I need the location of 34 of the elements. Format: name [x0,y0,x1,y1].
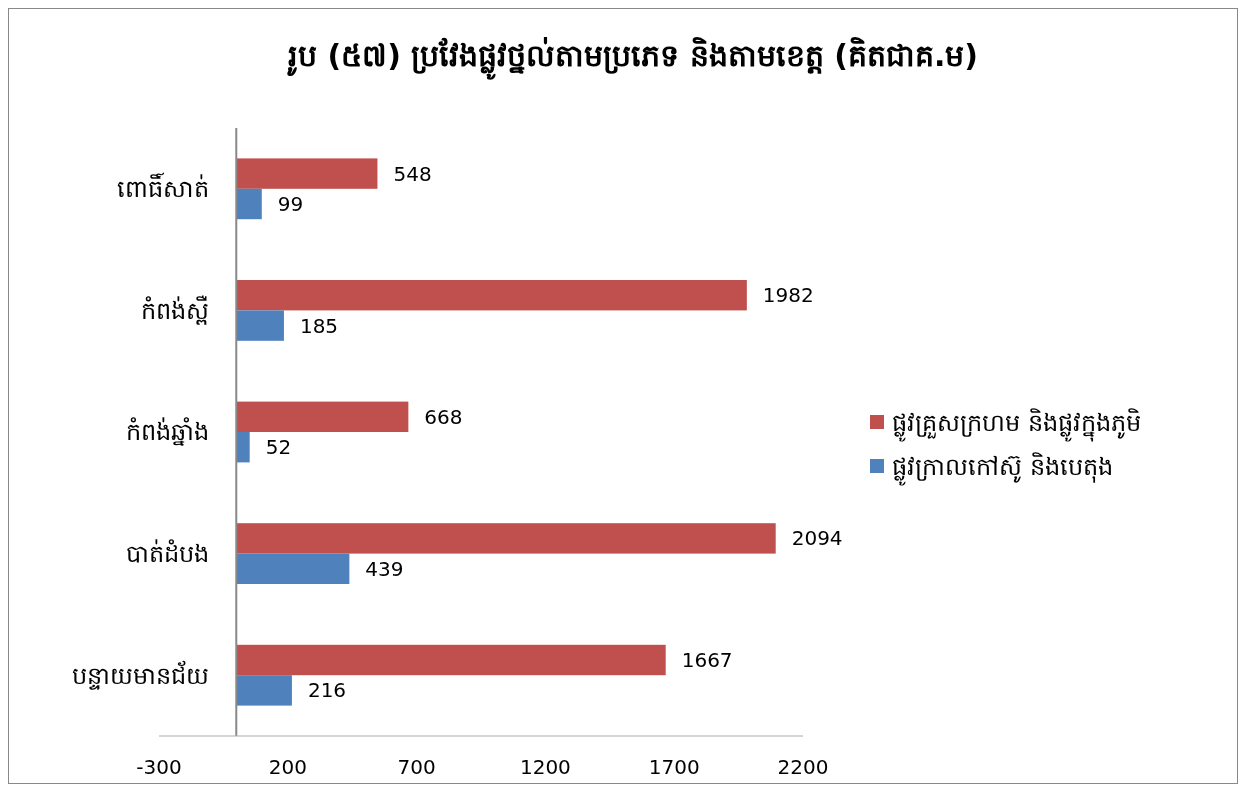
bar [236,280,747,311]
data-label: 439 [365,556,404,581]
legend-label: ផ្លូវគ្រួសក្រហម និងផ្លូវក្នុងភូមិ [892,408,1141,443]
x-tick-label: 2200 [777,755,829,779]
bar [236,644,666,676]
bar [236,188,262,220]
data-label: 216 [307,678,347,703]
bar [236,523,776,554]
y-tick-label: បាត់ដំបង [126,539,209,568]
data-label: 185 [299,313,339,338]
x-tick-label: 700 [397,755,436,779]
y-tick-label: កំពង់ឆ្នាំង [126,417,209,447]
x-tick-label: 1200 [519,755,571,779]
legend-label: ផ្លូវក្រាលកៅស៊ូ និងបេតុង [892,452,1113,487]
chart-title: រូប (៥៧) ប្រវែងផ្លូវថ្នល់តាមប្រភេទ និងតាមខេត្ត (គិតជាគ.ម) [286,36,979,80]
x-tick-label: -300 [136,755,182,779]
y-tick-label: កំពង់ស្ពឺ [141,294,209,325]
y-tick-label: ពោធិ៍សាត់ [117,172,209,204]
data-label: 1667 [681,648,733,672]
data-label: 548 [393,161,432,186]
bar [236,675,292,706]
x-tick-label: 1700 [648,755,700,779]
data-label: 2094 [791,526,843,551]
bar [236,158,378,189]
x-tick-label: 200 [268,755,307,779]
data-label: 52 [265,435,292,460]
bar [236,553,350,584]
data-label: 668 [424,404,463,429]
bar [236,310,284,341]
bar [236,401,409,432]
bar [236,432,250,463]
y-tick-label: បន្ទាយមានជ័យ [72,659,209,690]
data-label: 1982 [762,283,814,308]
data-label: 99 [277,192,304,216]
